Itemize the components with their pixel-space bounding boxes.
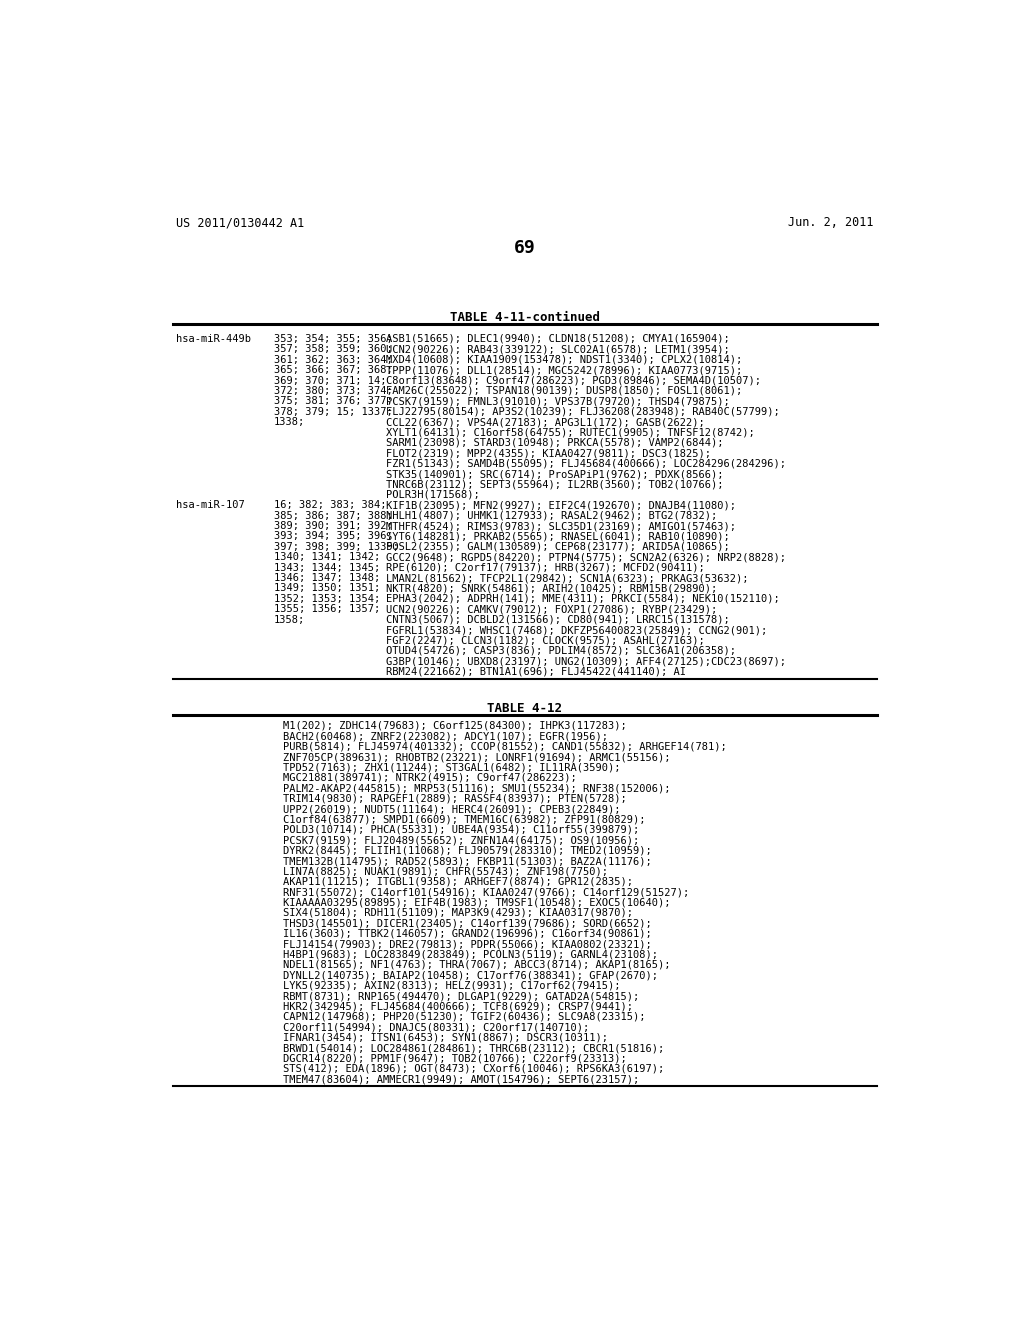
Text: FZR1(51343); SAMD4B(55095); FLJ45684(400666); LOC284296(284296);: FZR1(51343); SAMD4B(55095); FLJ45684(400… bbox=[386, 459, 786, 469]
Text: RBM24(221662); BTN1A1(696); FLJ45422(441140); AI: RBM24(221662); BTN1A1(696); FLJ45422(441… bbox=[386, 667, 686, 677]
Text: 378; 379; 15; 1337;: 378; 379; 15; 1337; bbox=[273, 407, 392, 417]
Text: UPP2(26019); NUDT5(11164); HERC4(26091); CPEB3(22849);: UPP2(26019); NUDT5(11164); HERC4(26091);… bbox=[283, 804, 621, 814]
Text: SARM1(23098); STARD3(10948); PRKCA(5578); VAMP2(6844);: SARM1(23098); STARD3(10948); PRKCA(5578)… bbox=[386, 438, 724, 447]
Text: PCSK7(9159); FLJ20489(55652); ZNFN1A4(64175); OS9(10956);: PCSK7(9159); FLJ20489(55652); ZNFN1A4(64… bbox=[283, 836, 639, 845]
Text: MTHFR(4524); RIMS3(9783); SLC35D1(23169); AMIGO1(57463);: MTHFR(4524); RIMS3(9783); SLC35D1(23169)… bbox=[386, 521, 736, 531]
Text: 369; 370; 371; 14;: 369; 370; 371; 14; bbox=[273, 376, 386, 385]
Text: LYK5(92335); AXIN2(8313); HELZ(9931); C17orf62(79415);: LYK5(92335); AXIN2(8313); HELZ(9931); C1… bbox=[283, 981, 621, 991]
Text: BACH2(60468); ZNRF2(223082); ADCY1(107); EGFR(1956);: BACH2(60468); ZNRF2(223082); ADCY1(107);… bbox=[283, 731, 608, 742]
Text: 1340; 1341; 1342;: 1340; 1341; 1342; bbox=[273, 552, 380, 562]
Text: 353; 354; 355; 356;: 353; 354; 355; 356; bbox=[273, 334, 392, 345]
Text: DYRK2(8445); FLIIH1(11068); FLJ90579(283310); TMED2(10959);: DYRK2(8445); FLIIH1(11068); FLJ90579(283… bbox=[283, 846, 651, 855]
Text: DYNLL2(140735); BAIAP2(10458); C17orf76(388341); GFAP(2670);: DYNLL2(140735); BAIAP2(10458); C17orf76(… bbox=[283, 970, 658, 981]
Text: TABLE 4-11-continued: TABLE 4-11-continued bbox=[450, 312, 600, 323]
Text: THSD3(145501); DICER1(23405); C14orf139(79686); SORD(6652);: THSD3(145501); DICER1(23405); C14orf139(… bbox=[283, 919, 651, 928]
Text: CNTN3(5067); DCBLD2(131566); CD80(941); LRRC15(131578);: CNTN3(5067); DCBLD2(131566); CD80(941); … bbox=[386, 615, 730, 624]
Text: POLD3(10714); PHCA(55331); UBE4A(9354); C11orf55(399879);: POLD3(10714); PHCA(55331); UBE4A(9354); … bbox=[283, 825, 639, 834]
Text: TPD52(7163); ZHX1(11244); ST3GAL1(6482); IL11RA(3590);: TPD52(7163); ZHX1(11244); ST3GAL1(6482);… bbox=[283, 763, 621, 772]
Text: 365; 366; 367; 368;: 365; 366; 367; 368; bbox=[273, 366, 392, 375]
Text: PURB(5814); FLJ45974(401332); CCOP(81552); CAND1(55832); ARHGEF14(781);: PURB(5814); FLJ45974(401332); CCOP(81552… bbox=[283, 742, 727, 751]
Text: UCN2(90226); RAB43(339122); SLC02A1(6578); LETM1(3954);: UCN2(90226); RAB43(339122); SLC02A1(6578… bbox=[386, 345, 730, 354]
Text: 1349; 1350; 1351;: 1349; 1350; 1351; bbox=[273, 583, 380, 594]
Text: NKTR(4820); SNRK(54861); ARIH2(10425); RBM15B(29890);: NKTR(4820); SNRK(54861); ARIH2(10425); R… bbox=[386, 583, 718, 594]
Text: FLOT2(2319); MPP2(4355); KIAA0427(9811); DSC3(1825);: FLOT2(2319); MPP2(4355); KIAA0427(9811);… bbox=[386, 449, 711, 458]
Text: 1346; 1347; 1348;: 1346; 1347; 1348; bbox=[273, 573, 380, 583]
Text: POLR3H(171568);: POLR3H(171568); bbox=[386, 490, 480, 500]
Text: TPPP(11076); DLL1(28514); MGC5242(78996); KIAA0773(9715);: TPPP(11076); DLL1(28514); MGC5242(78996)… bbox=[386, 366, 742, 375]
Text: 1338;: 1338; bbox=[273, 417, 305, 428]
Text: MXD4(10608); KIAA1909(153478); NDST1(3340); CPLX2(10814);: MXD4(10608); KIAA1909(153478); NDST1(334… bbox=[386, 355, 742, 364]
Text: hsa-miR-107: hsa-miR-107 bbox=[176, 500, 245, 511]
Text: C20orf11(54994); DNAJC5(80331); C20orf17(140710);: C20orf11(54994); DNAJC5(80331); C20orf17… bbox=[283, 1022, 589, 1032]
Text: EPHA3(2042); ADPRH(141); MME(4311); PRKCI(5584); NEK10(152110);: EPHA3(2042); ADPRH(141); MME(4311); PRKC… bbox=[386, 594, 780, 603]
Text: C1orf84(63877); SMPD1(6609); TMEM16C(63982); ZFP91(80829);: C1orf84(63877); SMPD1(6609); TMEM16C(639… bbox=[283, 814, 645, 825]
Text: PALM2-AKAP2(445815); MRP53(51116); SMU1(55234); RNF38(152006);: PALM2-AKAP2(445815); MRP53(51116); SMU1(… bbox=[283, 783, 671, 793]
Text: STS(412); EDA(1896); OGT(8473); CXorf6(10046); RPS6KA3(6197);: STS(412); EDA(1896); OGT(8473); CXorf6(1… bbox=[283, 1064, 665, 1074]
Text: 1358;: 1358; bbox=[273, 615, 305, 624]
Text: OTUD4(54726); CASP3(836); PDLIM4(8572); SLC36A1(206358);: OTUD4(54726); CASP3(836); PDLIM4(8572); … bbox=[386, 645, 736, 656]
Text: 1352; 1353; 1354;: 1352; 1353; 1354; bbox=[273, 594, 380, 603]
Text: Jun. 2, 2011: Jun. 2, 2011 bbox=[788, 216, 873, 230]
Text: hsa-miR-449b: hsa-miR-449b bbox=[176, 334, 251, 345]
Text: SIX4(51804); RDH11(51109); MAP3K9(4293); KIAA0317(9870);: SIX4(51804); RDH11(51109); MAP3K9(4293);… bbox=[283, 908, 633, 917]
Text: TABLE 4-12: TABLE 4-12 bbox=[487, 702, 562, 715]
Text: C8orf13(83648); C9orf47(286223); PGD3(89846); SEMA4D(10507);: C8orf13(83648); C9orf47(286223); PGD3(89… bbox=[386, 376, 761, 385]
Text: FGF2(2247); CLCN3(1182); CLOCK(9575); ASAHL(27163);: FGF2(2247); CLCN3(1182); CLOCK(9575); AS… bbox=[386, 635, 705, 645]
Text: LIN7A(8825); NUAK1(9891); CHFR(55743); ZNF198(7750);: LIN7A(8825); NUAK1(9891); CHFR(55743); Z… bbox=[283, 866, 608, 876]
Text: LMAN2L(81562); TFCP2L1(29842); SCN1A(6323); PRKAG3(53632);: LMAN2L(81562); TFCP2L1(29842); SCN1A(632… bbox=[386, 573, 749, 583]
Text: RNF31(55072); C14orf101(54916); KIAA0247(9766); C14orf129(51527);: RNF31(55072); C14orf101(54916); KIAA0247… bbox=[283, 887, 689, 898]
Text: NHLH1(4807); UHMK1(127933); RASAL2(9462); BTG2(7832);: NHLH1(4807); UHMK1(127933); RASAL2(9462)… bbox=[386, 511, 718, 520]
Text: FLJ22795(80154); AP3S2(10239); FLJ36208(283948); RAB40C(57799);: FLJ22795(80154); AP3S2(10239); FLJ36208(… bbox=[386, 407, 780, 417]
Text: H4BP1(9683); LOC283849(283849); PCOLN3(5119); GARNL4(23108);: H4BP1(9683); LOC283849(283849); PCOLN3(5… bbox=[283, 949, 658, 960]
Text: AKAP11(11215); ITGBL1(9358); ARHGEF7(8874); GPR12(2835);: AKAP11(11215); ITGBL1(9358); ARHGEF7(887… bbox=[283, 876, 633, 887]
Text: FOSL2(2355); GALM(130589); CEP68(23177); ARID5A(10865);: FOSL2(2355); GALM(130589); CEP68(23177);… bbox=[386, 543, 730, 552]
Text: 372; 380; 373; 374;: 372; 380; 373; 374; bbox=[273, 385, 392, 396]
Text: 385; 386; 387; 388;: 385; 386; 387; 388; bbox=[273, 511, 392, 520]
Text: KIF1B(23095); MFN2(9927); EIF2C4(192670); DNAJB4(11080);: KIF1B(23095); MFN2(9927); EIF2C4(192670)… bbox=[386, 500, 736, 511]
Text: PCSK7(9159); FMNL3(91010); VPS37B(79720); THSD4(79875);: PCSK7(9159); FMNL3(91010); VPS37B(79720)… bbox=[386, 396, 730, 407]
Text: NDEL1(81565); NF1(4763); THRA(7067); ABCC3(8714); AKAP1(8165);: NDEL1(81565); NF1(4763); THRA(7067); ABC… bbox=[283, 960, 671, 970]
Text: 389; 390; 391; 392;: 389; 390; 391; 392; bbox=[273, 521, 392, 531]
Text: MGC21881(389741); NTRK2(4915); C9orf47(286223);: MGC21881(389741); NTRK2(4915); C9orf47(2… bbox=[283, 774, 577, 783]
Text: XYLT1(64131); C16orf58(64755); RUTEC1(9905); TNFSF12(8742);: XYLT1(64131); C16orf58(64755); RUTEC1(99… bbox=[386, 428, 755, 437]
Text: TRIM14(9830); RAPGEF1(2889); RASSF4(83937); PTEN(5728);: TRIM14(9830); RAPGEF1(2889); RASSF4(8393… bbox=[283, 793, 627, 804]
Text: 397; 398; 399; 1339;: 397; 398; 399; 1339; bbox=[273, 543, 398, 552]
Text: 1355; 1356; 1357;: 1355; 1356; 1357; bbox=[273, 605, 380, 614]
Text: 16; 382; 383; 384;: 16; 382; 383; 384; bbox=[273, 500, 386, 511]
Text: RBMT(8731); RNP165(494470); DLGAP1(9229); GATAD2A(54815);: RBMT(8731); RNP165(494470); DLGAP1(9229)… bbox=[283, 991, 639, 1001]
Text: FAM26C(255022); TSPAN18(90139); DUSP8(1850); FOSL1(8061);: FAM26C(255022); TSPAN18(90139); DUSP8(18… bbox=[386, 385, 742, 396]
Text: DGCR14(8220); PPM1F(9647); TOB2(10766); C22orf9(23313);: DGCR14(8220); PPM1F(9647); TOB2(10766); … bbox=[283, 1053, 627, 1064]
Text: 1343; 1344; 1345;: 1343; 1344; 1345; bbox=[273, 562, 380, 573]
Text: TNRC6B(23112); SEPT3(55964); IL2RB(3560); TOB2(10766);: TNRC6B(23112); SEPT3(55964); IL2RB(3560)… bbox=[386, 479, 724, 490]
Text: KIAAAAA03295(89895); EIF4B(1983); TM9SF1(10548); EXOC5(10640);: KIAAAAA03295(89895); EIF4B(1983); TM9SF1… bbox=[283, 898, 671, 908]
Text: 357; 358; 359; 360;: 357; 358; 359; 360; bbox=[273, 345, 392, 354]
Text: IL16(3603); TTBK2(146057); GRAND2(196996); C16orf34(90861);: IL16(3603); TTBK2(146057); GRAND2(196996… bbox=[283, 929, 651, 939]
Text: FLJ14154(79903); DRE2(79813); PDPR(55066); KIAA0802(23321);: FLJ14154(79903); DRE2(79813); PDPR(55066… bbox=[283, 940, 651, 949]
Text: IFNAR1(3454); ITSN1(6453); SYN1(8867); DSCR3(10311);: IFNAR1(3454); ITSN1(6453); SYN1(8867); D… bbox=[283, 1032, 608, 1043]
Text: M1(202); ZDHC14(79683); C6orf125(84300); IHPK3(117283);: M1(202); ZDHC14(79683); C6orf125(84300);… bbox=[283, 721, 627, 731]
Text: ZNF705CP(389631); RHOBTB2(23221); LONRF1(91694); ARMC1(55156);: ZNF705CP(389631); RHOBTB2(23221); LONRF1… bbox=[283, 752, 671, 762]
Text: HKR2(342945); FLJ45684(400666); TCF8(6929); CRSP7(9441);: HKR2(342945); FLJ45684(400666); TCF8(692… bbox=[283, 1002, 633, 1011]
Text: BRWD1(54014); LOC284861(284861); THRC6B(23112); CBCR1(51816);: BRWD1(54014); LOC284861(284861); THRC6B(… bbox=[283, 1043, 665, 1053]
Text: FGFRL1(53834); WHSC1(7468); DKFZP56400823(25849); CCNG2(901);: FGFRL1(53834); WHSC1(7468); DKFZP5640082… bbox=[386, 626, 767, 635]
Text: 69: 69 bbox=[514, 239, 536, 257]
Text: TMEM47(83604); AMMECR1(9949); AMOT(154796); SEPT6(23157);: TMEM47(83604); AMMECR1(9949); AMOT(15479… bbox=[283, 1074, 639, 1084]
Text: TMEM132B(114795); RAD52(5893); FKBP11(51303); BAZ2A(11176);: TMEM132B(114795); RAD52(5893); FKBP11(51… bbox=[283, 857, 651, 866]
Text: CAPN12(147968); PHP20(51230); TGIF2(60436); SLC9A8(23315);: CAPN12(147968); PHP20(51230); TGIF2(6043… bbox=[283, 1012, 645, 1022]
Text: GCC2(9648); RGPD5(84220); PTPN4(5775); SCN2A2(6326); NRP2(8828);: GCC2(9648); RGPD5(84220); PTPN4(5775); S… bbox=[386, 552, 786, 562]
Text: 361; 362; 363; 364;: 361; 362; 363; 364; bbox=[273, 355, 392, 364]
Text: RPE(6120); C2orf17(79137); HRB(3267); MCFD2(90411);: RPE(6120); C2orf17(79137); HRB(3267); MC… bbox=[386, 562, 705, 573]
Text: CCL22(6367); VPS4A(27183); APG3L1(172); GASB(2622);: CCL22(6367); VPS4A(27183); APG3L1(172); … bbox=[386, 417, 705, 428]
Text: SYT6(148281); PRKAB2(5565); RNASEL(6041); RAB10(10890);: SYT6(148281); PRKAB2(5565); RNASEL(6041)… bbox=[386, 532, 730, 541]
Text: STK35(140901); SRC(6714); ProSAPiP1(9762); PDXK(8566);: STK35(140901); SRC(6714); ProSAPiP1(9762… bbox=[386, 469, 724, 479]
Text: 375; 381; 376; 377;: 375; 381; 376; 377; bbox=[273, 396, 392, 407]
Text: US 2011/0130442 A1: US 2011/0130442 A1 bbox=[176, 216, 304, 230]
Text: ASB1(51665); DLEC1(9940); CLDN18(51208); CMYA1(165904);: ASB1(51665); DLEC1(9940); CLDN18(51208);… bbox=[386, 334, 730, 345]
Text: 393; 394; 395; 396;: 393; 394; 395; 396; bbox=[273, 532, 392, 541]
Text: G3BP(10146); UBXD8(23197); UNG2(10309); AFF4(27125);CDC23(8697);: G3BP(10146); UBXD8(23197); UNG2(10309); … bbox=[386, 656, 786, 667]
Text: UCN2(90226); CAMKV(79012); FOXP1(27086); RYBP(23429);: UCN2(90226); CAMKV(79012); FOXP1(27086);… bbox=[386, 605, 718, 614]
